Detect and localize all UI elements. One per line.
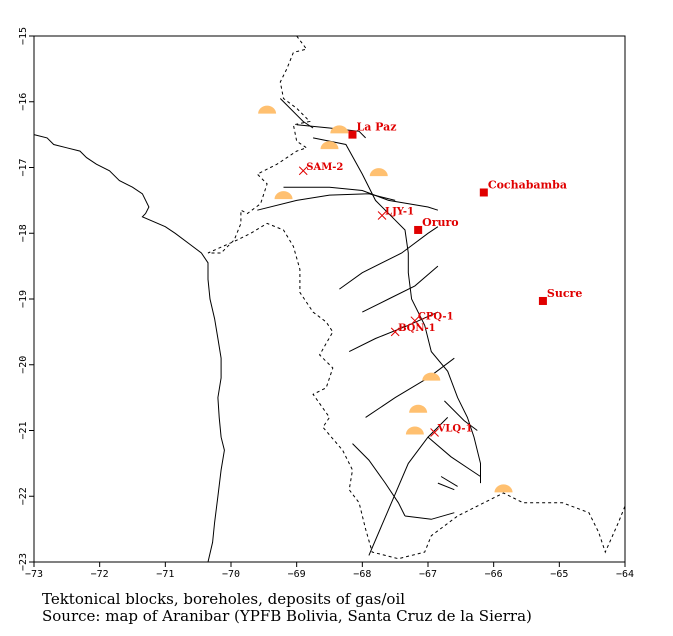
borehole-label: SAM-2 [306,162,343,173]
x-tick-label: −68 [353,569,371,580]
city-marker [414,225,423,234]
y-tick-label: −20 [18,356,29,374]
city-marker [538,296,547,305]
deposit-marker [330,125,349,134]
fault-line [279,98,314,129]
fault-line [348,311,439,353]
x-tick-label: −66 [485,569,503,580]
x-tick-label: −70 [222,569,240,580]
deposit-marker [274,191,293,200]
x-tick-label: −67 [419,569,437,580]
x-tick-label: −73 [25,569,43,580]
y-tick-label: −16 [18,93,29,111]
city-label: Sucre [547,287,582,300]
fault-line [440,476,458,487]
x-tick-label: −72 [91,569,109,580]
y-tick-label: −18 [18,224,29,242]
fault-line [444,400,478,431]
international-border [207,35,626,560]
fault-line [257,193,396,211]
coastline-layer [33,134,225,563]
caption-line-2: Source: map of Aranibar (YPFB Bolivia, S… [42,607,532,625]
caption-line-1: Tektonical blocks, boreholes, deposits o… [42,590,406,608]
city-label: La Paz [356,121,396,134]
y-tick-label: −21 [18,421,29,439]
fault-line [362,265,439,313]
fault-line [339,226,439,290]
city-marker [348,130,357,139]
fault-line [404,512,455,520]
fault-line [352,443,406,517]
city-label: Cochabamba [488,178,567,191]
city-marker [479,188,488,197]
y-tick-label: −17 [18,158,29,176]
y-tick-label: −22 [18,487,29,505]
borehole-label: VLQ-1 [437,423,473,434]
x-tick-label: −71 [156,569,174,580]
borehole-label: BQN-1 [398,323,435,334]
border-layer [207,35,626,560]
borehole-label: LJY-1 [385,206,414,217]
y-tick-label: −19 [18,290,29,308]
x-tick-label: −65 [550,569,568,580]
deposit-marker [405,426,424,435]
fault-line [368,417,449,556]
deposit-marker [369,168,388,177]
fault-line [365,357,455,418]
city-label: Oruro [422,216,459,229]
deposit-marker [258,105,277,114]
borehole-marker [298,166,308,176]
latitude-axis: −15 −16 −17 −18 −19 −20 −21 −22 −23 [18,27,34,571]
deposit-marker [320,141,339,150]
borehole-marker [410,316,420,326]
coastline [33,134,225,563]
fault-lines-layer [257,98,481,556]
longitude-axis: −73 −72 −71 −70 −69 −68 −67 −66 −65 −64 [25,562,634,580]
fault-line [427,436,481,477]
deposit-marker [494,484,513,493]
borehole-marker [390,327,400,337]
borehole-label: CPQ-1 [418,312,454,323]
deposit-marker [422,372,441,381]
borehole-marker [377,211,387,220]
deposit-marker [409,404,428,413]
deposits-layer [258,105,513,493]
fault-line [313,137,481,484]
map-frame [33,35,626,563]
x-tick-label: −69 [288,569,306,580]
y-tick-label: −15 [18,27,29,45]
cities-layer: La Paz Cochabamba Oruro Sucre [348,121,582,305]
y-tick-label: −23 [18,553,29,571]
x-tick-label: −64 [616,569,634,580]
borehole-marker [430,428,439,437]
fault-line [437,482,455,491]
